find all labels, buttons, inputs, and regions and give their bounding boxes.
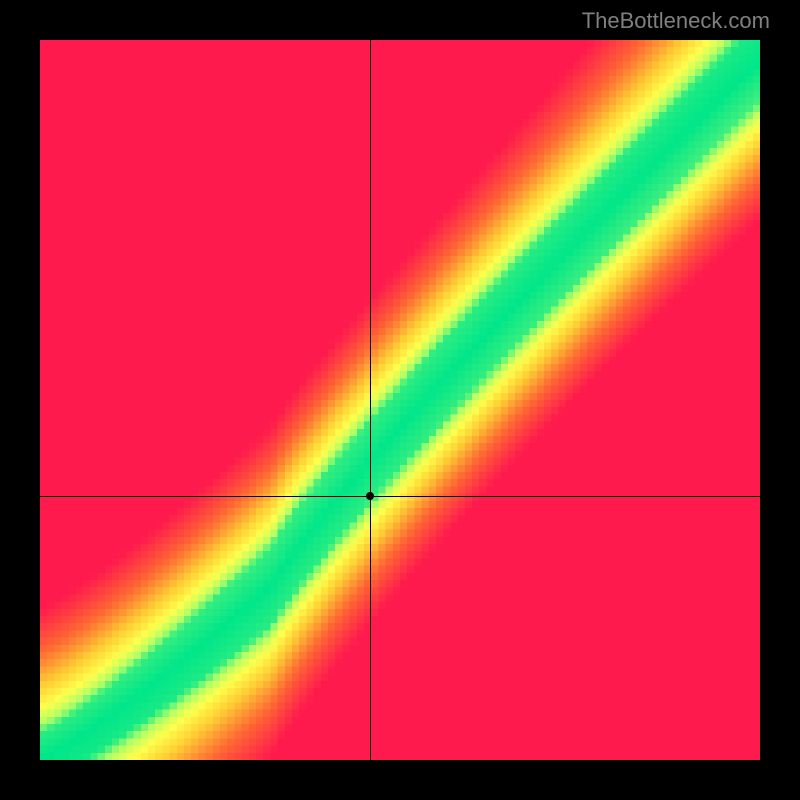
watermark-text: TheBottleneck.com bbox=[582, 8, 770, 34]
heatmap-canvas bbox=[40, 40, 760, 760]
heatmap-chart bbox=[40, 40, 760, 760]
crosshair-vertical bbox=[370, 40, 371, 760]
marker-dot bbox=[366, 492, 374, 500]
crosshair-horizontal bbox=[40, 496, 760, 497]
